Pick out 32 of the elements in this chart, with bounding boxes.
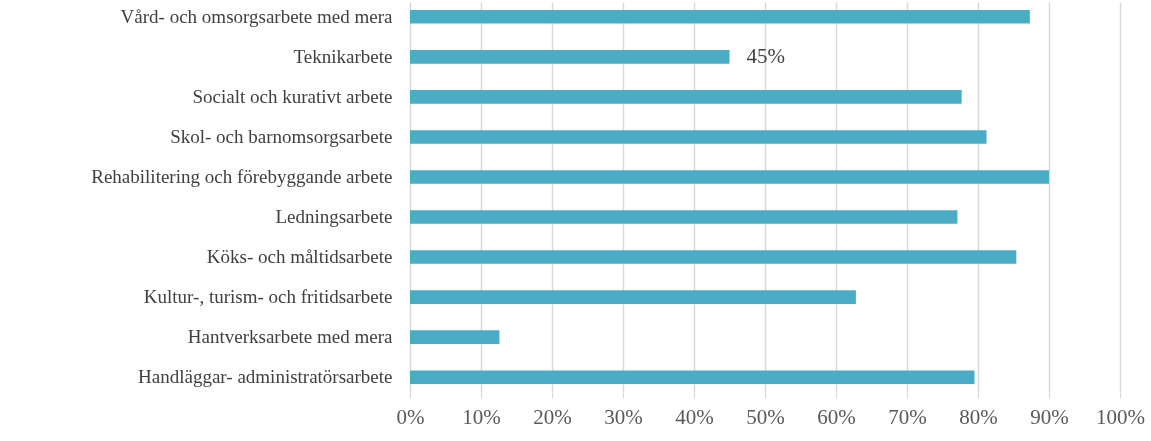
x-tick-label: 30%	[604, 404, 643, 429]
x-tick-label: 0%	[396, 404, 425, 429]
y-tick-label: Skol- och barnomsorgsarbete	[170, 125, 393, 147]
bar	[410, 290, 856, 304]
bar	[410, 370, 975, 384]
y-tick-label: Socialt och kurativt arbete	[192, 85, 393, 107]
bar	[410, 90, 962, 104]
x-tick-label: 70%	[888, 404, 927, 429]
bar	[410, 10, 1030, 24]
y-tick-label: Köks- och måltidsarbete	[206, 246, 393, 268]
bar	[410, 50, 730, 64]
x-tick-label: 100%	[1096, 404, 1145, 429]
bar	[410, 130, 987, 144]
x-tick-label: 20%	[533, 404, 572, 429]
y-tick-label: Vård- och omsorgsarbete med mera	[120, 5, 394, 27]
y-tick-label: Hantverksarbete med mera	[187, 326, 394, 348]
x-tick-label: 90%	[1030, 404, 1069, 429]
x-tick-label: 40%	[675, 404, 714, 429]
bar	[410, 170, 1049, 184]
bar	[410, 210, 958, 224]
y-tick-label: Ledningsarbete	[275, 206, 393, 228]
y-tick-label: Kultur-, turism- och fritidsarbete	[143, 286, 393, 308]
bar	[410, 250, 1017, 264]
y-tick-label: Teknikarbete	[293, 45, 393, 67]
data-label: 45%	[746, 43, 785, 68]
y-tick-label: Rehabilitering och förebyggande arbete	[91, 165, 393, 187]
x-tick-label: 50%	[746, 404, 785, 429]
y-tick-label: Handläggar- administratörsarbete	[138, 366, 393, 388]
x-tick-label: 60%	[817, 404, 856, 429]
x-tick-label: 10%	[462, 404, 501, 429]
bar	[410, 330, 500, 344]
x-tick-label: 80%	[959, 404, 998, 429]
